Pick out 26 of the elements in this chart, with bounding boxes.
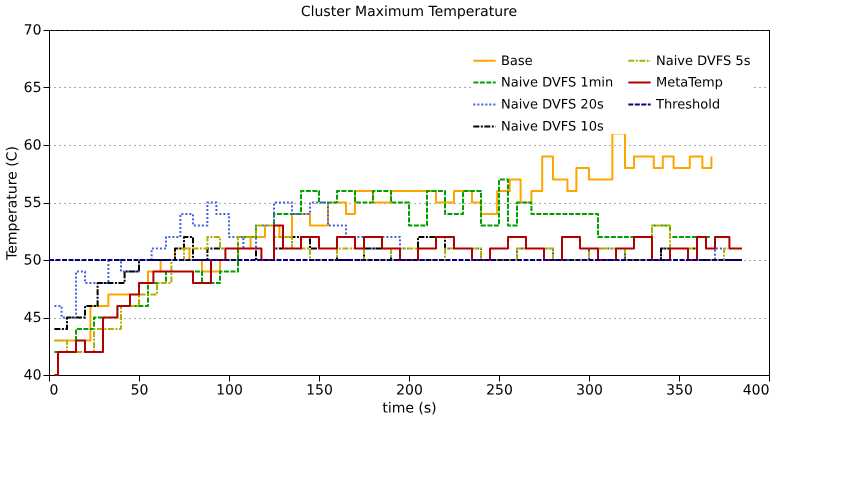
y-tick-label: 45 <box>24 310 42 326</box>
y-tick-label: 60 <box>24 138 42 154</box>
x-tick-label: 250 <box>486 382 513 398</box>
legend-label: Naive DVFS 20s <box>501 98 604 112</box>
y-tick-label: 50 <box>24 252 42 268</box>
legend-label: Naive DVFS 1min <box>501 76 614 90</box>
legend-label: Naive DVFS 5s <box>656 54 751 69</box>
x-tick-label: 300 <box>576 382 603 398</box>
y-tick-label: 55 <box>24 195 42 211</box>
x-tick-label: 50 <box>130 382 148 398</box>
x-tick-label: 200 <box>396 382 423 398</box>
x-tick-label: 400 <box>742 382 770 398</box>
x-axis-title: time (s) <box>382 400 437 416</box>
x-tick-label: 100 <box>216 382 243 398</box>
x-tick-label: 0 <box>50 382 58 398</box>
y-tick-label: 40 <box>24 368 42 384</box>
x-tick-label: 350 <box>666 382 693 398</box>
y-tick-label: 70 <box>24 22 42 38</box>
legend-label: Base <box>501 54 533 69</box>
legend-label: Threshold <box>655 98 720 112</box>
y-tick-label: 65 <box>24 80 42 96</box>
chart-title: Cluster Maximum Temperature <box>300 4 518 20</box>
legend-label: MetaTemp <box>656 76 723 90</box>
y-axis-title: Temperature (C) <box>4 146 21 261</box>
legend-label: Naive DVFS 10s <box>501 120 604 134</box>
x-tick-label: 150 <box>306 382 333 398</box>
